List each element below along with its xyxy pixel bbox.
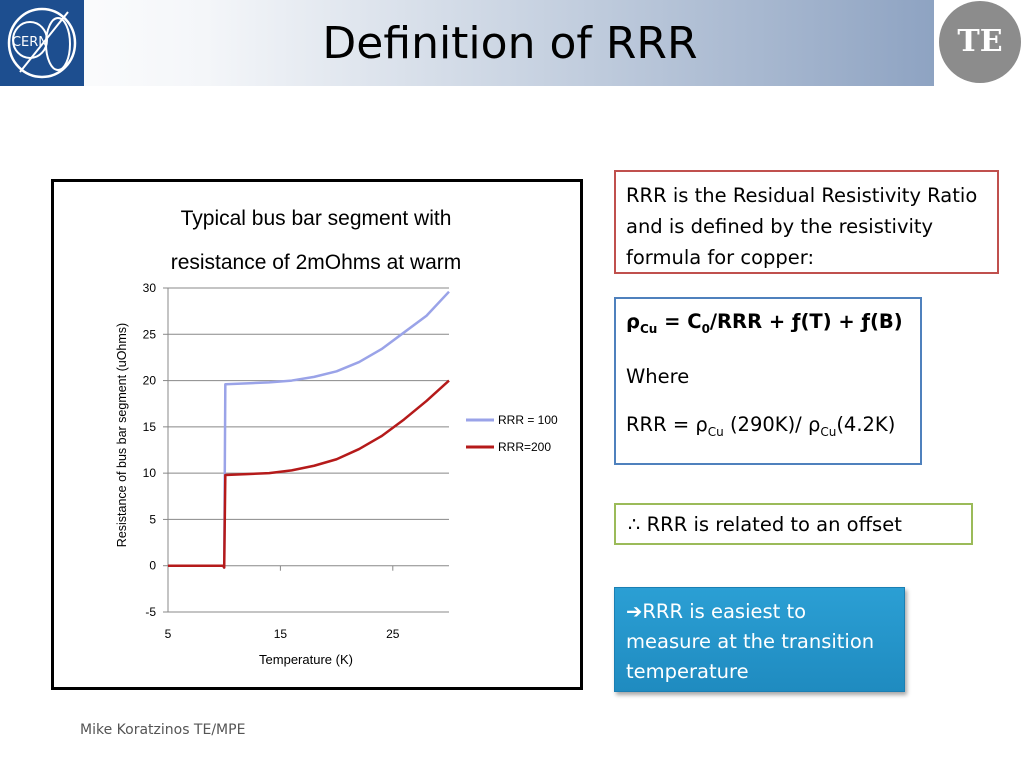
chart-frame: Typical bus bar segment with resistance …	[51, 179, 583, 690]
formula-where: Where	[626, 364, 690, 388]
y-tick-label: 30	[143, 281, 157, 295]
legend-label: RRR=200	[498, 440, 551, 454]
chart-axes: -5 0 5 10 15 20 25 30 5 15 25	[143, 281, 400, 641]
rrr-offset-box: ∴ RRR is related to an offset	[614, 503, 973, 545]
svg-text:CERN: CERN	[12, 35, 48, 50]
chart-title-line-1: Typical bus bar segment with	[181, 207, 452, 230]
rrr-ratio-formula: RRR = ρCu (290K)/ ρCu(4.2K)	[626, 412, 896, 439]
y-tick-label: 0	[149, 559, 156, 573]
slide-footer: Mike Koratzinos TE/MPE	[80, 722, 246, 738]
te-logo: TE	[939, 1, 1021, 83]
te-logo-text: TE	[957, 24, 1003, 59]
series-line	[168, 290, 450, 569]
cern-logo: CERN	[0, 0, 84, 86]
y-axis-label: Resistance of bus bar segment (uOhms)	[115, 323, 129, 547]
transition-text: RRR is easiest to measure at the transit…	[626, 600, 875, 683]
cern-logo-graphic: CERN	[7, 7, 77, 79]
x-tick-label: 25	[386, 627, 400, 641]
rrr-definition-box: RRR is the Residual Resistivity Ratio an…	[614, 170, 999, 274]
title-bar	[0, 0, 934, 86]
y-tick-label: 10	[143, 466, 157, 480]
chart-legend: RRR = 100 RRR=200	[466, 413, 558, 454]
legend-label: RRR = 100	[498, 413, 558, 427]
y-tick-label: 5	[149, 512, 156, 526]
chart-title-line-2: resistance of 2mOhms at warm	[171, 251, 462, 274]
y-tick-label: 25	[143, 327, 157, 341]
series-line	[168, 379, 450, 569]
chart-grid	[168, 287, 449, 613]
x-axis-label: Temperature (K)	[259, 652, 353, 667]
x-tick-label: 5	[165, 627, 172, 641]
slide-title: Definition of RRR	[322, 18, 698, 69]
right-arrow-icon: ➔	[626, 600, 643, 623]
y-tick-label: -5	[145, 605, 156, 619]
rrr-formula-box: ρCu = C0/RRR + ƒ(T) + ƒ(B) Where RRR = ρ…	[614, 297, 922, 465]
resistance-chart: Typical bus bar segment with resistance …	[115, 207, 558, 667]
chart-series	[168, 290, 450, 569]
x-tick-label: 15	[274, 627, 288, 641]
y-tick-label: 20	[143, 374, 157, 388]
rrr-transition-box: ➔RRR is easiest to measure at the transi…	[614, 587, 905, 692]
y-tick-label: 15	[143, 420, 157, 434]
resistivity-formula: ρCu = C0/RRR + ƒ(T) + ƒ(B)	[626, 310, 903, 336]
